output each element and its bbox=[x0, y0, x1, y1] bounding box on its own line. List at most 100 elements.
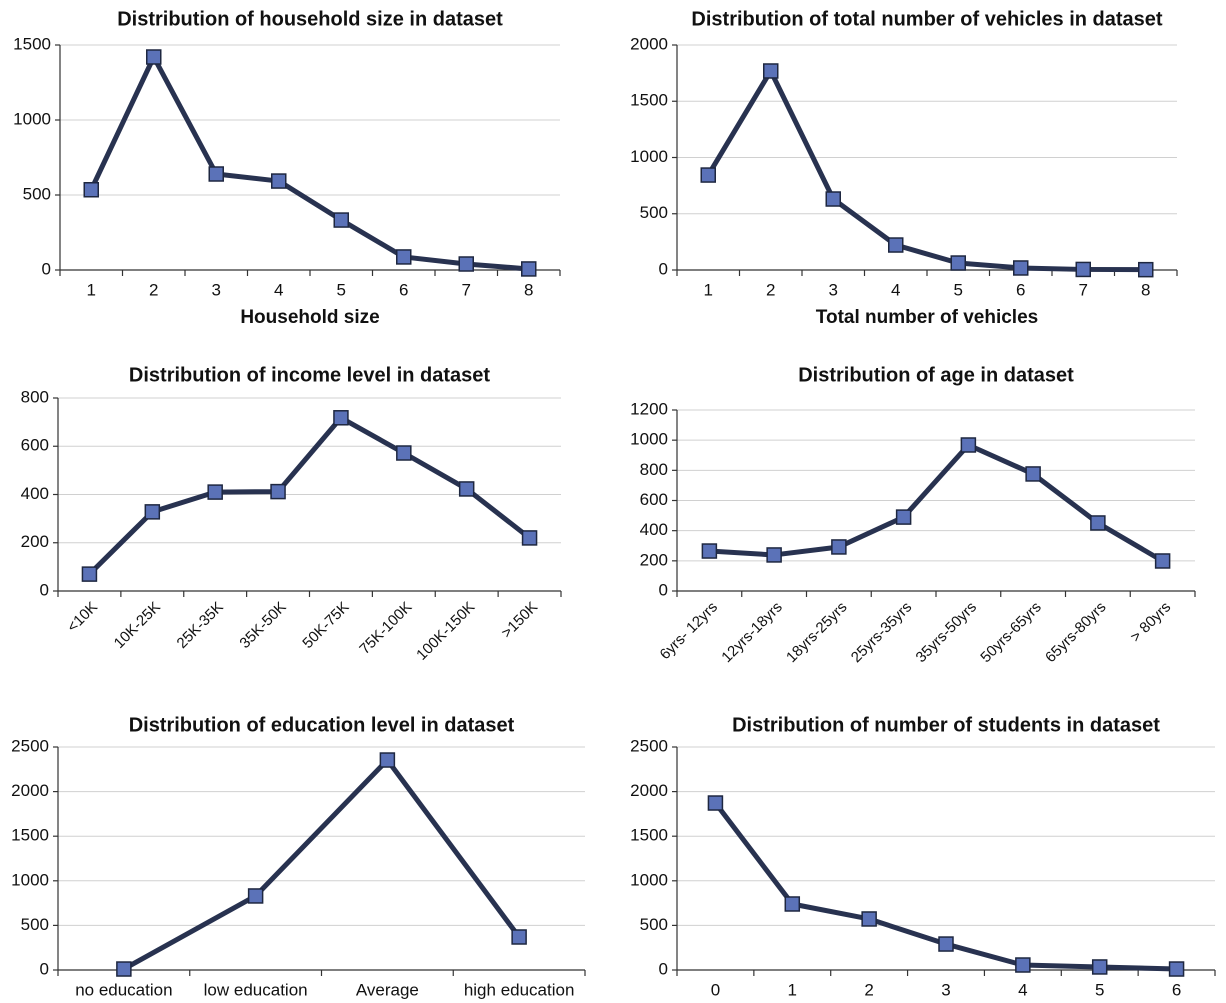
y-tick-label: 2000 bbox=[11, 781, 49, 800]
y-tick-label: 1000 bbox=[630, 147, 668, 166]
y-tick-label: 500 bbox=[640, 915, 668, 934]
x-axis-label: Household size bbox=[240, 307, 379, 328]
marker bbox=[700, 167, 716, 183]
x-tick-label: 5 bbox=[337, 280, 346, 299]
y-tick-label: 0 bbox=[659, 959, 668, 978]
y-tick-label: 2500 bbox=[11, 736, 49, 755]
marker bbox=[831, 539, 847, 555]
marker bbox=[1015, 957, 1031, 973]
y-tick-label: 1500 bbox=[630, 826, 668, 845]
y-tick-label: 1000 bbox=[11, 870, 49, 889]
marker bbox=[207, 484, 223, 500]
marker bbox=[146, 49, 162, 65]
marker bbox=[396, 445, 412, 461]
marker bbox=[458, 256, 474, 272]
marker bbox=[333, 410, 349, 426]
x-tick-label: 4 bbox=[891, 280, 900, 299]
x-tick-label: high education bbox=[464, 980, 575, 999]
chart-title: Distribution of education level in datas… bbox=[129, 714, 515, 736]
chart-title: Distribution of age in dataset bbox=[798, 364, 1074, 386]
x-tick-label: 8 bbox=[524, 280, 533, 299]
x-tick-label: 25yrs-35yrs bbox=[848, 599, 915, 666]
y-tick-label: 1500 bbox=[630, 91, 668, 110]
x-tick-label: 7 bbox=[1079, 280, 1088, 299]
x-tick-label: 25K-35K bbox=[174, 599, 227, 652]
y-tick-label: 400 bbox=[21, 484, 49, 503]
y-tick-label: 1200 bbox=[630, 399, 668, 418]
x-axis-label: Total number of vehicles bbox=[816, 307, 1038, 328]
marker bbox=[271, 173, 287, 189]
y-tick-label: 0 bbox=[40, 580, 49, 599]
y-tick-label: 200 bbox=[640, 550, 668, 569]
x-tick-label: 12yrs-18yrs bbox=[718, 599, 785, 666]
marker bbox=[1075, 261, 1091, 278]
x-tick-label: 2 bbox=[766, 280, 775, 299]
marker bbox=[763, 63, 779, 79]
y-tick-label: 200 bbox=[21, 532, 49, 551]
marker bbox=[888, 237, 904, 253]
marker bbox=[938, 936, 954, 952]
x-tick-label: 3 bbox=[941, 980, 950, 999]
marker bbox=[1091, 959, 1108, 975]
marker bbox=[960, 437, 977, 453]
marker bbox=[1168, 961, 1185, 977]
y-tick-label: 2000 bbox=[630, 34, 668, 53]
y-tick-label: 1000 bbox=[13, 109, 51, 128]
y-tick-label: 0 bbox=[40, 959, 49, 978]
y-tick-label: 1500 bbox=[11, 826, 49, 845]
x-tick-label: >150K bbox=[498, 599, 541, 642]
x-tick-label: 35yrs-50yrs bbox=[913, 599, 980, 666]
x-tick-label: 3 bbox=[829, 280, 838, 299]
marker bbox=[333, 212, 349, 228]
marker bbox=[766, 547, 782, 563]
marker bbox=[1025, 466, 1041, 482]
x-tick-label: > 80yrs bbox=[1127, 599, 1174, 646]
y-tick-label: 2000 bbox=[630, 781, 668, 800]
x-tick-label: 75K-100K bbox=[356, 599, 415, 658]
x-tick-label: 35K-50K bbox=[236, 599, 289, 652]
y-tick-label: 500 bbox=[21, 915, 49, 934]
data-line bbox=[122, 757, 522, 972]
x-tick-label: <10K bbox=[64, 599, 101, 636]
x-tick-label: 2 bbox=[149, 280, 158, 299]
x-tick-label: 0 bbox=[711, 980, 720, 999]
chart-title: Distribution of income level in dataset bbox=[129, 364, 491, 386]
x-tick-label: 5 bbox=[954, 280, 963, 299]
x-tick-label: 3 bbox=[212, 280, 221, 299]
marker bbox=[784, 896, 801, 912]
y-tick-label: 500 bbox=[640, 203, 668, 222]
x-tick-label: no education bbox=[75, 980, 172, 999]
marker bbox=[208, 166, 224, 182]
x-tick-label: 100K-150K bbox=[413, 599, 478, 664]
x-tick-label: 8 bbox=[1141, 280, 1150, 299]
x-tick-label: 1 bbox=[704, 280, 713, 299]
marker bbox=[521, 530, 538, 546]
y-tick-label: 600 bbox=[21, 436, 49, 455]
x-tick-label: 7 bbox=[462, 280, 471, 299]
x-tick-label: 18yrs-25yrs bbox=[783, 599, 850, 666]
y-tick-label: 800 bbox=[21, 387, 49, 406]
marker bbox=[247, 888, 264, 904]
marker bbox=[458, 481, 475, 497]
y-tick-label: 0 bbox=[659, 580, 668, 599]
marker bbox=[1090, 515, 1106, 531]
y-tick-label: 600 bbox=[640, 490, 668, 509]
marker bbox=[270, 483, 286, 500]
chart-title: Distribution of total number of vehicles… bbox=[691, 8, 1163, 30]
marker bbox=[950, 255, 966, 271]
y-tick-label: 800 bbox=[640, 460, 668, 479]
marker bbox=[396, 249, 412, 265]
marker bbox=[83, 182, 99, 198]
marker bbox=[521, 261, 537, 277]
y-tick-label: 2500 bbox=[630, 736, 668, 755]
y-tick-label: 1000 bbox=[630, 870, 668, 889]
x-tick-label: 6 bbox=[1172, 980, 1181, 999]
y-tick-label: 500 bbox=[23, 184, 51, 203]
x-tick-label: 50yrs-65yrs bbox=[977, 599, 1044, 666]
marker bbox=[511, 929, 527, 945]
x-tick-label: low education bbox=[204, 980, 308, 999]
marker bbox=[144, 504, 161, 520]
x-tick-label: 4 bbox=[1018, 980, 1027, 999]
marker bbox=[861, 911, 877, 927]
